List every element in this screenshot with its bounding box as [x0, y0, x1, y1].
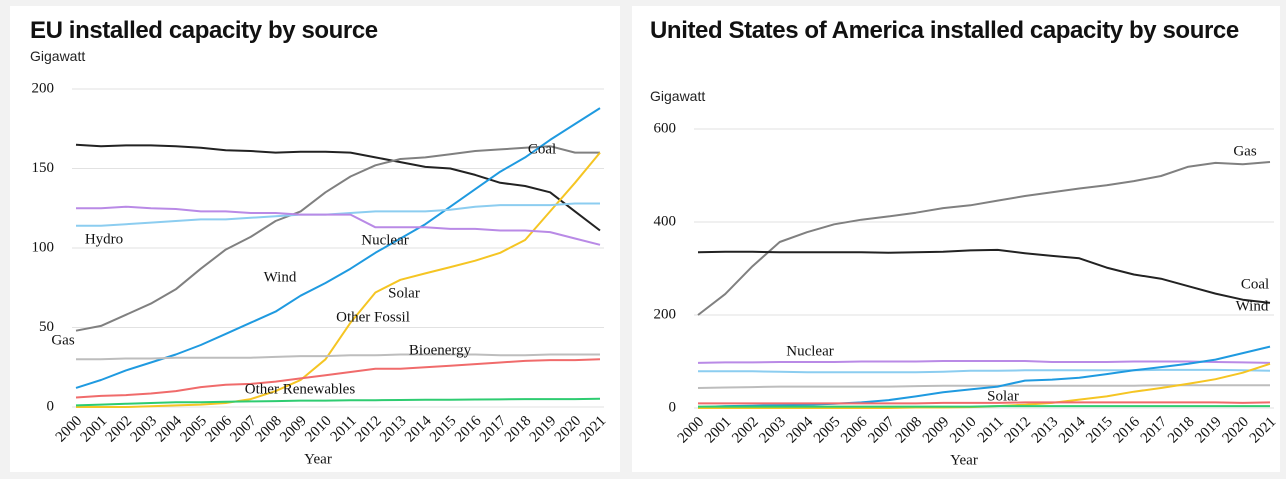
y-tick-label: 100 [32, 239, 55, 255]
x-tick-label: 2009 [920, 414, 953, 447]
x-tick-label: 2005 [177, 413, 210, 446]
x-tick-label: 2001 [78, 413, 111, 446]
x-tick-label: 2017 [477, 413, 510, 446]
series-label: Solar [388, 285, 420, 301]
x-tick-label: 2003 [756, 414, 789, 447]
series-line [76, 151, 601, 408]
series-label: Other Renewables [245, 381, 356, 397]
series-label: Wind [1236, 298, 1269, 314]
y-tick-label: 400 [654, 213, 677, 229]
x-tick-label: 2021 [1247, 414, 1280, 447]
y-tick-label: 0 [669, 399, 677, 415]
y-axis-label: Gigawatt [30, 48, 86, 64]
series-line [75, 143, 601, 232]
x-tick-label: 2014 [402, 413, 435, 446]
series-line [75, 397, 601, 407]
series-line [698, 368, 1271, 374]
x-tick-label: 2018 [1165, 414, 1198, 447]
series-label: Solar [987, 388, 1019, 404]
x-tick-label: 2002 [729, 414, 762, 447]
series-line [76, 353, 600, 361]
panel [632, 6, 1280, 472]
chart-title: EU installed capacity by source [30, 17, 378, 44]
series-label: Coal [1241, 276, 1269, 292]
x-tick-label: 2003 [128, 413, 161, 446]
series-line [697, 345, 1271, 409]
x-tick-label: 2016 [452, 413, 485, 446]
y-tick-label: 0 [47, 398, 55, 414]
panel [10, 6, 620, 472]
x-tick-label: 2011 [975, 414, 1007, 446]
y-tick-label: 50 [39, 319, 54, 335]
y-tick-label: 150 [32, 160, 55, 176]
series-label: Coal [528, 141, 556, 157]
x-tick-label: 2013 [377, 413, 410, 446]
x-tick-label: 2006 [838, 414, 871, 447]
x-tick-label: 2012 [1002, 414, 1035, 447]
x-tick-label: 2011 [328, 413, 360, 445]
series-line [698, 405, 1270, 408]
x-tick-label: 2007 [865, 414, 898, 447]
x-tick-label: 2015 [1083, 414, 1116, 447]
x-tick-label: 2015 [427, 413, 460, 446]
x-tick-label: 2018 [502, 413, 535, 446]
series-line [698, 401, 1271, 405]
x-tick-label: 2021 [577, 413, 610, 446]
x-tick-label: 2007 [227, 413, 260, 446]
series-label: Hydro [85, 231, 123, 247]
series-label: Nuclear [361, 232, 408, 248]
x-tick-label: 2019 [1192, 414, 1225, 447]
x-tick-label: 2008 [893, 414, 926, 447]
series-line [697, 360, 1271, 364]
series-line [697, 161, 1271, 316]
x-tick-label: 2009 [277, 413, 310, 446]
x-tick-label: 2010 [947, 414, 980, 447]
x-axis-label: Year [950, 452, 978, 468]
series-label: Gas [1233, 143, 1256, 159]
series-line [75, 358, 601, 399]
x-tick-label: 2001 [702, 414, 735, 447]
x-tick-label: 2004 [153, 413, 186, 446]
x-tick-label: 2000 [53, 413, 86, 446]
x-tick-label: 2017 [1138, 414, 1171, 447]
y-tick-label: 600 [654, 120, 677, 136]
x-tick-label: 2020 [1219, 414, 1252, 447]
x-tick-label: 2012 [352, 413, 385, 446]
chart-title: United States of America installed capac… [650, 17, 1239, 44]
series-line [75, 145, 600, 332]
series-line [76, 205, 601, 246]
x-tick-label: 2006 [202, 413, 235, 446]
x-tick-label: 2014 [1056, 414, 1089, 447]
x-tick-label: 2000 [675, 414, 708, 447]
x-tick-label: 2002 [103, 413, 136, 446]
x-tick-label: 2010 [302, 413, 335, 446]
x-tick-label: 2016 [1111, 414, 1144, 447]
x-tick-label: 2020 [552, 413, 585, 446]
y-tick-label: 200 [32, 80, 55, 96]
x-tick-label: 2004 [784, 414, 817, 447]
y-tick-label: 200 [654, 306, 677, 322]
series-label: Gas [51, 332, 74, 348]
x-tick-label: 2013 [1029, 414, 1062, 447]
series-label: Other Fossil [336, 309, 410, 325]
series-label: Bioenergy [409, 342, 472, 358]
y-axis-label: Gigawatt [650, 88, 706, 104]
x-tick-label: 2019 [527, 413, 560, 446]
x-tick-label: 2008 [252, 413, 285, 446]
series-label: Nuclear [786, 343, 833, 359]
series-label: Wind [264, 269, 297, 285]
x-axis-label: Year [304, 451, 332, 467]
x-tick-label: 2005 [811, 414, 844, 447]
series-line [697, 248, 1271, 304]
